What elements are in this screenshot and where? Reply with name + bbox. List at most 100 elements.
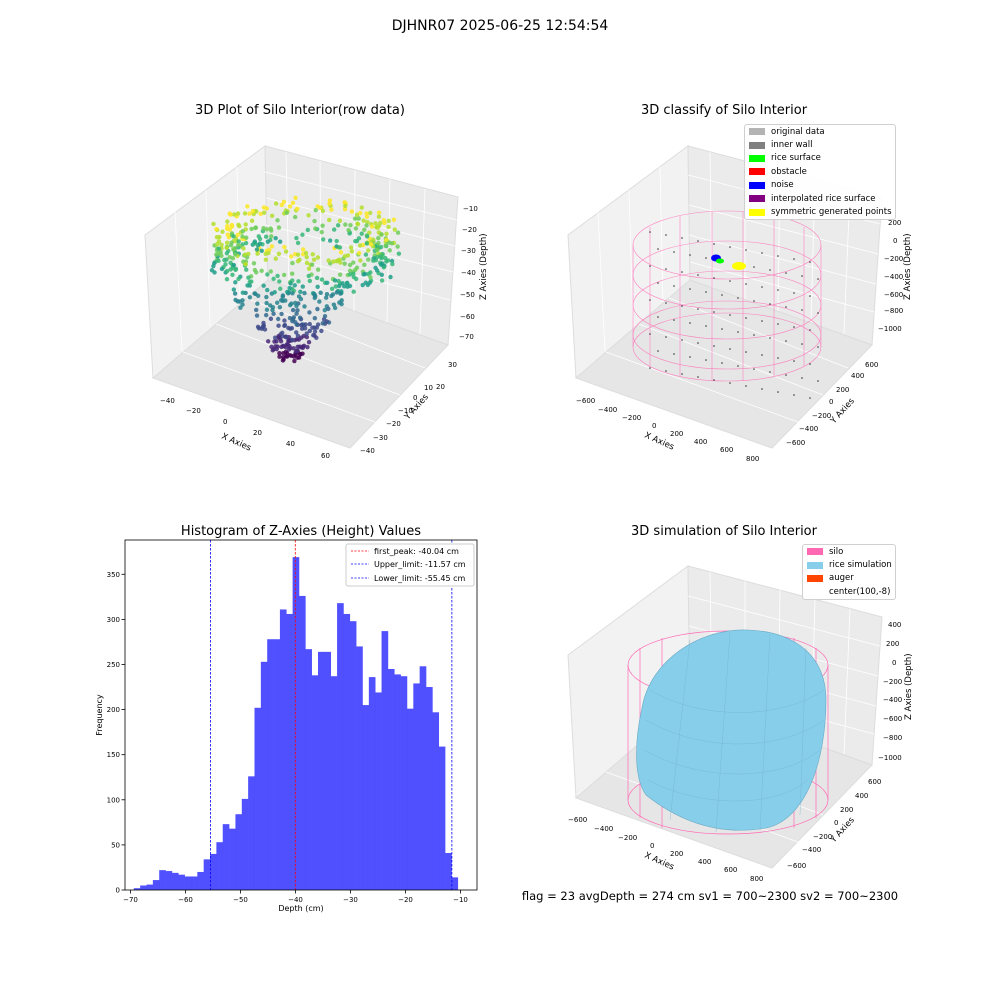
p1-point bbox=[342, 254, 348, 259]
p1-point bbox=[277, 279, 282, 284]
p1-point bbox=[219, 266, 225, 272]
p1-point bbox=[306, 213, 311, 218]
p1-point bbox=[230, 272, 235, 277]
p1-point bbox=[279, 202, 285, 208]
p2-point bbox=[665, 268, 667, 270]
legend-swatch bbox=[749, 195, 765, 203]
histogram-y-tick-label: 300 bbox=[107, 616, 120, 624]
histogram-bar bbox=[318, 651, 325, 890]
histogram-bar bbox=[330, 676, 338, 890]
status-footer: flag = 23 avgDepth = 274 cm sv1 = 700~23… bbox=[521, 889, 899, 903]
p1-point bbox=[366, 248, 371, 253]
p1-point bbox=[387, 248, 392, 253]
p1-point bbox=[244, 235, 249, 240]
p1-point bbox=[224, 277, 230, 282]
p1-point bbox=[306, 266, 312, 271]
p2-legend-entry: original data bbox=[745, 125, 895, 138]
p1-point bbox=[233, 297, 238, 303]
p2-point bbox=[697, 274, 699, 276]
p4-legend-entry: center(100,-8) bbox=[803, 585, 895, 598]
histogram-bar bbox=[298, 595, 306, 890]
p2-point bbox=[665, 302, 667, 304]
p1-point bbox=[317, 299, 322, 304]
p1-point bbox=[287, 343, 292, 349]
p1-point bbox=[263, 234, 269, 239]
p2-point bbox=[721, 362, 723, 364]
p1-point bbox=[361, 218, 366, 223]
p1-point bbox=[247, 211, 252, 216]
p1-point bbox=[242, 211, 248, 216]
p1-point bbox=[364, 211, 369, 216]
p1-point bbox=[390, 261, 395, 267]
histogram-y-ticks: 0 50 100 150 200 250 300 350 bbox=[107, 571, 125, 895]
p1-point bbox=[367, 210, 373, 216]
p1-point bbox=[369, 224, 375, 229]
legend-swatch bbox=[807, 574, 823, 582]
p1-point bbox=[256, 234, 261, 239]
p1-point bbox=[254, 247, 260, 252]
histogram-bar bbox=[165, 871, 173, 890]
p1-point bbox=[272, 290, 277, 295]
p1-point bbox=[266, 250, 271, 256]
p1-point bbox=[276, 334, 281, 339]
p2-point bbox=[785, 340, 787, 342]
histogram-bar bbox=[133, 888, 141, 890]
p1-point bbox=[337, 218, 343, 223]
p1-point bbox=[352, 216, 358, 221]
p4-legend-entry: auger bbox=[803, 572, 895, 585]
p1-point bbox=[333, 284, 338, 289]
p1-point bbox=[375, 225, 380, 230]
p1-point bbox=[319, 328, 324, 334]
p1-point bbox=[294, 348, 300, 354]
p1-point bbox=[281, 272, 287, 278]
p1-point bbox=[220, 229, 225, 234]
p1-point bbox=[253, 225, 259, 230]
p1-point bbox=[297, 315, 303, 320]
p4-ylabel: Y Axies bbox=[828, 815, 857, 846]
p2-point bbox=[665, 336, 667, 338]
panel4-3d-plot: −600 −400 −200 0 200 400 600 800 600 400… bbox=[567, 565, 914, 883]
p1-point bbox=[212, 260, 217, 266]
p1-point bbox=[295, 206, 300, 211]
p1-point bbox=[295, 308, 300, 313]
histogram-bar bbox=[222, 824, 230, 890]
p2-point bbox=[729, 246, 731, 248]
p1-point bbox=[232, 291, 238, 296]
histogram-bar bbox=[292, 557, 300, 890]
legend-swatch bbox=[807, 548, 823, 556]
p1-ytick: −40 bbox=[360, 447, 375, 455]
p1-point bbox=[331, 227, 337, 232]
p2-point bbox=[729, 348, 731, 350]
p1-point bbox=[289, 325, 295, 331]
histogram-bar bbox=[324, 651, 332, 890]
p1-point bbox=[291, 354, 297, 359]
p1-point bbox=[302, 304, 307, 309]
p1-point bbox=[385, 258, 391, 263]
p2-ytick: 400 bbox=[851, 372, 864, 380]
p4-ztick: −200 bbox=[883, 678, 902, 686]
p1-point bbox=[240, 229, 245, 234]
p2-point bbox=[745, 351, 747, 353]
p4-ytick: −200 bbox=[813, 833, 832, 841]
p1-point bbox=[326, 217, 332, 223]
p1-point bbox=[275, 218, 280, 223]
p1-xtick: −40 bbox=[160, 397, 175, 405]
p1-point bbox=[378, 244, 384, 250]
p2-legend-entry: noise bbox=[745, 179, 895, 192]
p1-point bbox=[229, 240, 234, 245]
p1-point bbox=[356, 216, 361, 221]
panel4-title: 3D simulation of Silo Interior bbox=[631, 524, 817, 539]
histogram-x-tick-label: −50 bbox=[233, 896, 248, 904]
p2-xtick: 800 bbox=[746, 455, 759, 463]
p1-point bbox=[273, 256, 279, 261]
p1-point bbox=[249, 226, 254, 232]
p2-ytick: −400 bbox=[799, 425, 818, 433]
p1-point bbox=[379, 232, 384, 237]
histogram-bar bbox=[229, 828, 236, 890]
panel1-title: 3D Plot of Silo Interior(row data) bbox=[195, 103, 405, 118]
p1-point bbox=[271, 311, 276, 317]
p1-point bbox=[289, 301, 294, 306]
p1-point bbox=[269, 213, 275, 218]
p1-point bbox=[335, 223, 341, 228]
p1-point bbox=[283, 298, 288, 303]
